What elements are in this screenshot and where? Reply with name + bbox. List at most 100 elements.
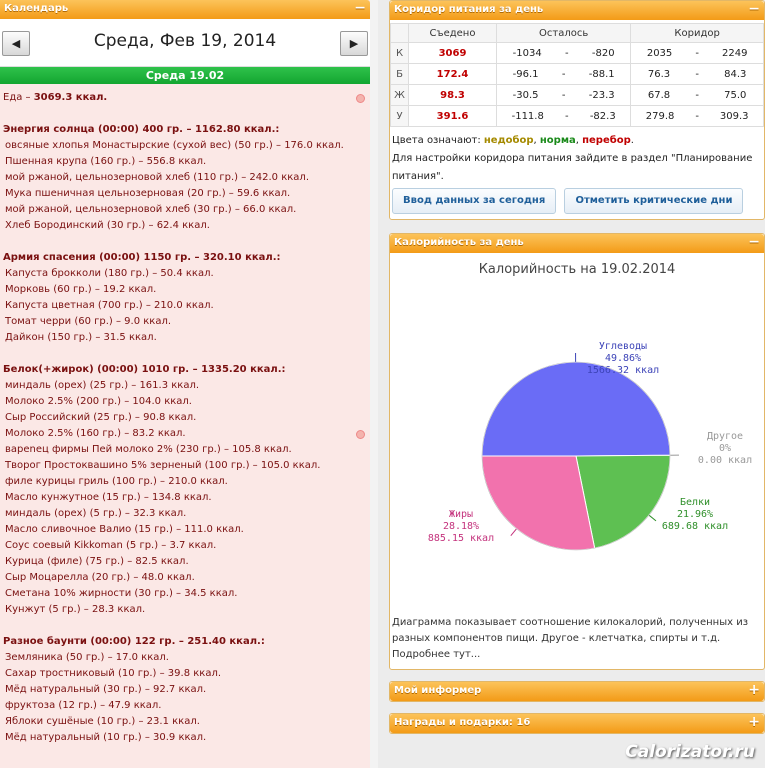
pie-slice-label: Другое xyxy=(707,431,743,442)
legend-over: перебор xyxy=(582,135,631,146)
meal-block: Армия спасения (00:00) 1150 гр. – 320.10… xyxy=(3,250,367,346)
food-item[interactable]: Курица (филе) (75 гр.) – 82.5 ккал. xyxy=(5,556,189,567)
food-corridor-panel: Коридор питания за день − Съедено Остало… xyxy=(389,0,765,220)
legend-separator: , xyxy=(575,135,583,146)
informer-panel: Мой информер + xyxy=(389,681,765,702)
corridor-buttons: Ввод данных за сегодня Отметить критичес… xyxy=(390,188,764,214)
range-dash: - xyxy=(695,89,699,101)
prev-day-button[interactable]: ◀ xyxy=(2,31,30,56)
date-navigator: ◀ Среда, Фев 19, 2014 ▶ xyxy=(0,19,370,67)
enter-today-button[interactable]: Ввод данных за сегодня xyxy=(392,188,557,214)
expand-icon[interactable]: + xyxy=(748,714,760,730)
pie-slice-label: 49.86% xyxy=(605,353,641,364)
pie-leader-line xyxy=(648,514,657,522)
corridor-range: 2035 - 2249 xyxy=(630,42,764,64)
remaining-range: -111.8 - -82.3 xyxy=(495,105,632,127)
food-item[interactable]: Капуста брокколи (180 гр.) – 50.4 ккал. xyxy=(5,268,214,279)
remaining-range: -1034 - -820 xyxy=(495,42,632,64)
food-item[interactable]: Молоко 2.5% (160 гр.) – 83.2 ккал. xyxy=(5,428,186,439)
collapse-icon[interactable]: − xyxy=(748,1,760,17)
pie-slice-label: 0.00 ккал xyxy=(698,455,752,466)
setup-note: Для настройки коридора питания зайдите в… xyxy=(392,153,753,182)
col-header-label xyxy=(390,23,409,43)
eaten-value: 172.4 xyxy=(408,63,497,85)
food-item[interactable]: Сыр Российский (25 гр.) – 90.8 ккал. xyxy=(5,412,197,423)
pie-slice-label: Жиры xyxy=(449,509,473,520)
food-item[interactable]: Мёд натуральный (30 гр.) – 92.7 ккал. xyxy=(5,684,207,695)
informer-header[interactable]: Мой информер + xyxy=(390,682,764,701)
awards-panel: Награды и подарки: 16 + xyxy=(389,713,765,734)
food-item[interactable]: Сахар тростниковый (10 гр.) – 39.8 ккал. xyxy=(5,668,222,679)
pie-slice[interactable] xyxy=(481,455,596,551)
food-item[interactable]: Масло сливочное Валио (15 гр.) – 111.0 к… xyxy=(5,524,244,535)
food-item[interactable]: Морковь (60 гр.) – 19.2 ккал. xyxy=(5,284,157,295)
calorie-panel-title: Калорийность за день xyxy=(394,237,524,248)
corridor-from: 76.3 xyxy=(647,68,671,80)
meal-header[interactable]: Энергия солнца (00:00) 400 гр. – 1162.80… xyxy=(3,124,280,135)
food-item[interactable]: Земляника (50 гр.) – 17.0 ккал. xyxy=(5,652,169,663)
food-item[interactable]: Капуста цветная (700 гр.) – 210.0 ккал. xyxy=(5,300,214,311)
mark-critical-days-button[interactable]: Отметить критические дни xyxy=(564,188,744,214)
food-item[interactable]: Томат черри (60 гр.) – 9.0 ккал. xyxy=(5,316,172,327)
food-item[interactable]: Кунжут (5 гр.) – 28.3 ккал. xyxy=(5,604,146,615)
food-item[interactable]: вареnец фирмы Пей молоко 2% (230 гр.) – … xyxy=(5,444,292,455)
food-item[interactable]: миндаль (орех) (5 гр.) – 32.3 ккал. xyxy=(5,508,187,519)
food-item[interactable]: Мёд натуральный (10 гр.) – 30.9 ккал. xyxy=(5,732,207,743)
pie-slice-label: 689.68 ккал xyxy=(662,521,728,532)
legend-end: . xyxy=(630,135,634,146)
corridor-from: 67.8 xyxy=(647,89,671,101)
chart-title: Калорийность на 19.02.2014 xyxy=(478,262,676,277)
range-dash: - xyxy=(565,47,569,59)
corridor-row: Б 172.4 -96.1 - -88.1 76.3 - 84.3 xyxy=(390,63,764,85)
corridor-range: 67.8 - 75.0 xyxy=(630,84,764,106)
next-day-button[interactable]: ▶ xyxy=(340,31,368,56)
food-item[interactable]: Молоко 2.5% (200 гр.) – 104.0 ккал. xyxy=(5,396,192,407)
food-item[interactable]: мой ржаной, цельнозерновой хлеб (30 гр.)… xyxy=(5,204,297,215)
color-legend: Цвета означают: недобор, норма, перебор.… xyxy=(390,127,764,186)
food-item[interactable]: филе курицы гриль (100 гр.) – 210.0 ккал… xyxy=(5,476,228,487)
pie-slice[interactable] xyxy=(481,361,671,457)
remaining-to: -23.3 xyxy=(588,89,615,101)
legend-norm: норма xyxy=(539,135,576,146)
food-item[interactable]: Мука пшеничная цельнозерновая (20 гр.) –… xyxy=(5,188,291,199)
legend-separator: , xyxy=(533,135,540,146)
food-item[interactable]: Масло кунжутное (15 гр.) – 134.8 ккал. xyxy=(5,492,212,503)
food-item[interactable]: Соус соевый Kikkoman (5 гр.) – 3.7 ккал. xyxy=(5,540,217,551)
food-item[interactable]: фруктоза (12 гр.) – 47.9 ккал. xyxy=(5,700,162,711)
row-label: Б xyxy=(390,63,409,85)
awards-title: Награды и подарки: 16 xyxy=(394,717,531,728)
pink-dot-icon[interactable] xyxy=(356,94,365,103)
legend-under: недобор xyxy=(483,135,534,146)
food-item[interactable]: Творог Простоквашино 5% зерненый (100 гр… xyxy=(5,460,321,471)
remaining-range: -96.1 - -88.1 xyxy=(495,63,632,85)
meal-header[interactable]: Разное баунти (00:00) 122 гр. – 251.40 к… xyxy=(3,636,265,647)
food-item[interactable]: мой ржаной, цельнозерновой хлеб (110 гр.… xyxy=(5,172,309,183)
range-dash: - xyxy=(695,110,699,122)
food-item[interactable]: Пшенная крупа (160 гр.) – 556.8 ккал. xyxy=(5,156,207,167)
collapse-icon[interactable]: − xyxy=(354,0,366,16)
pie-slice-label: 28.18% xyxy=(443,521,479,532)
food-item[interactable]: миндаль (орех) (25 гр.) – 161.3 ккал. xyxy=(5,380,200,391)
corridor-table: Съедено Осталось Коридор К 3069 -1034 - -820… xyxy=(390,23,764,127)
col-header-left: Осталось xyxy=(495,23,632,43)
meal-header[interactable]: Белок(+жирок) (00:00) 1010 гр. – 1335.20… xyxy=(3,364,286,375)
food-total: Еда – 3069.3 ккал. xyxy=(3,90,367,106)
food-item[interactable]: Хлеб Бородинский (30 гр.) – 62.4 ккал. xyxy=(5,220,210,231)
collapse-icon[interactable]: − xyxy=(748,234,760,250)
food-item[interactable]: овсяные хлопья Монастырские (сухой вес) … xyxy=(5,140,344,151)
remaining-from: -1034 xyxy=(512,47,542,59)
range-dash: - xyxy=(695,68,699,80)
legend-prefix: Цвета означают: xyxy=(392,135,484,146)
meal-header[interactable]: Армия спасения (00:00) 1150 гр. – 320.10… xyxy=(3,252,281,263)
food-item[interactable]: Сыр Моцарелла (20 гр.) – 48.0 ккал. xyxy=(5,572,195,583)
corridor-to: 309.3 xyxy=(719,110,749,122)
food-item[interactable]: Яблоки сушёные (10 гр.) – 23.1 ккал. xyxy=(5,716,200,727)
food-item[interactable]: Дайкон (150 гр.) – 31.5 ккал. xyxy=(5,332,157,343)
watermark: Calorizator.ru xyxy=(625,742,755,762)
pie-slice-label: 1566.32 ккал xyxy=(587,365,659,376)
corridor-title: Коридор питания за день xyxy=(394,4,544,15)
food-item[interactable]: Сметана 10% жирности (30 гр.) – 34.5 кка… xyxy=(5,588,238,599)
pink-dot-icon[interactable] xyxy=(356,430,365,439)
expand-icon[interactable]: + xyxy=(748,682,760,698)
awards-header[interactable]: Награды и подарки: 16 + xyxy=(390,714,764,733)
